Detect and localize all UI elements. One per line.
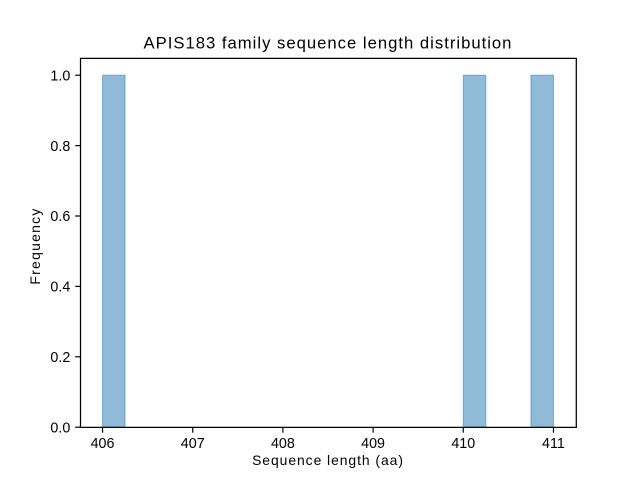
svg-text:408: 408 xyxy=(271,436,295,452)
svg-text:Sequence length (aa): Sequence length (aa) xyxy=(252,452,404,468)
svg-text:1.0: 1.0 xyxy=(50,68,70,84)
svg-text:0.2: 0.2 xyxy=(50,350,70,366)
svg-text:Frequency: Frequency xyxy=(27,207,43,284)
svg-text:409: 409 xyxy=(361,436,385,452)
svg-text:410: 410 xyxy=(451,436,475,452)
svg-text:411: 411 xyxy=(542,436,565,452)
svg-text:0.0: 0.0 xyxy=(50,420,70,436)
svg-text:0.4: 0.4 xyxy=(50,280,70,296)
svg-text:407: 407 xyxy=(181,436,205,452)
svg-text:406: 406 xyxy=(91,436,115,452)
svg-text:0.6: 0.6 xyxy=(50,209,70,225)
svg-text:APIS183 family sequence length: APIS183 family sequence length distribut… xyxy=(144,33,513,52)
svg-text:0.8: 0.8 xyxy=(50,139,70,155)
